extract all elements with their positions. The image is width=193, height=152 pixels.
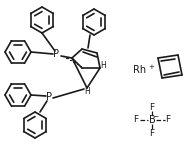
Text: H: H <box>84 86 90 95</box>
Text: P: P <box>46 92 52 102</box>
Text: F: F <box>133 116 139 124</box>
Text: Rh: Rh <box>133 65 146 75</box>
Text: +: + <box>148 64 154 70</box>
Text: P: P <box>53 49 59 59</box>
Text: F: F <box>149 102 155 112</box>
Text: −: − <box>153 114 159 119</box>
Text: B: B <box>149 115 155 125</box>
Text: F: F <box>149 128 155 138</box>
Text: H: H <box>100 62 106 71</box>
Text: F: F <box>165 116 171 124</box>
